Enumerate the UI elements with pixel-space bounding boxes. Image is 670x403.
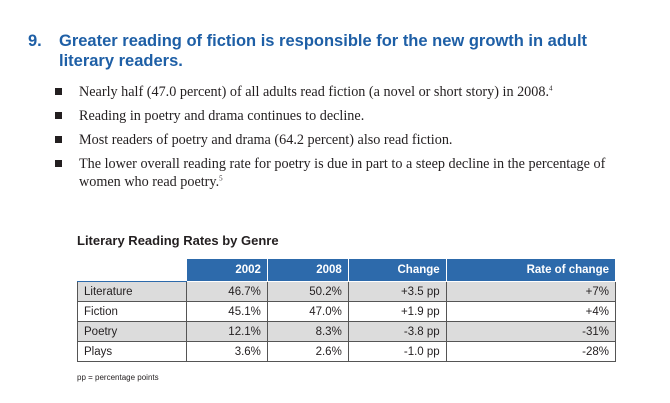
header-2002: 2002 bbox=[186, 258, 268, 282]
bullet-square-icon bbox=[55, 160, 62, 167]
table-row: Literature 46.7% 50.2% +3.5 pp +7% bbox=[77, 281, 617, 302]
bullet-square-icon bbox=[55, 112, 62, 119]
bullet-text: Most readers of poetry and drama (64.2 p… bbox=[79, 132, 453, 148]
table-row: Poetry 12.1% 8.3% -3.8 pp -31% bbox=[77, 321, 617, 342]
bullet-square-icon bbox=[55, 136, 62, 143]
bullet-text: Nearly half (47.0 percent) of all adults… bbox=[79, 84, 550, 100]
table-row: Fiction 45.1% 47.0% +1.9 pp +4% bbox=[77, 301, 617, 322]
bullet-item: Nearly half (47.0 percent) of all adults… bbox=[55, 83, 635, 101]
reading-rates-table: 2002 2008 Change Rate of change Literatu… bbox=[77, 258, 617, 362]
rate-cell: -31% bbox=[445, 321, 617, 342]
header-change: Change bbox=[347, 258, 447, 282]
header-blank bbox=[77, 258, 187, 282]
bullet-text: The lower overall reading rate for poetr… bbox=[79, 156, 606, 190]
bullet-square-icon bbox=[55, 88, 62, 95]
value-2002-cell: 12.1% bbox=[186, 321, 268, 342]
header-2008: 2008 bbox=[266, 258, 349, 282]
bullet-list: Nearly half (47.0 percent) of all adults… bbox=[55, 83, 635, 197]
genre-cell: Literature bbox=[77, 281, 187, 302]
value-2002-cell: 3.6% bbox=[186, 341, 268, 362]
value-2002-cell: 45.1% bbox=[186, 301, 268, 322]
value-2002-cell: 46.7% bbox=[186, 281, 268, 302]
genre-cell: Poetry bbox=[77, 321, 187, 342]
bullet-item: Reading in poetry and drama continues to… bbox=[55, 107, 635, 125]
table-title: Literary Reading Rates by Genre bbox=[77, 233, 279, 248]
change-cell: +1.9 pp bbox=[347, 301, 447, 322]
genre-cell: Plays bbox=[77, 341, 187, 362]
bullet-text: Reading in poetry and drama continues to… bbox=[79, 108, 365, 124]
header-rate-of-change: Rate of change bbox=[445, 258, 617, 282]
value-2008-cell: 8.3% bbox=[266, 321, 349, 342]
bullet-item: The lower overall reading rate for poetr… bbox=[55, 155, 635, 191]
change-cell: +3.5 pp bbox=[347, 281, 447, 302]
rate-cell: -28% bbox=[445, 341, 617, 362]
rate-cell: +4% bbox=[445, 301, 617, 322]
genre-cell: Fiction bbox=[77, 301, 187, 322]
value-2008-cell: 47.0% bbox=[266, 301, 349, 322]
table-row: Plays 3.6% 2.6% -1.0 pp -28% bbox=[77, 341, 617, 362]
table-header-row: 2002 2008 Change Rate of change bbox=[77, 258, 617, 282]
table-footnote: pp = percentage points bbox=[77, 373, 159, 382]
footnote-ref: 5 bbox=[219, 174, 223, 183]
value-2008-cell: 50.2% bbox=[266, 281, 349, 302]
value-2008-cell: 2.6% bbox=[266, 341, 349, 362]
change-cell: -1.0 pp bbox=[347, 341, 447, 362]
change-cell: -3.8 pp bbox=[347, 321, 447, 342]
bullet-item: Most readers of poetry and drama (64.2 p… bbox=[55, 131, 635, 149]
footnote-ref: 4 bbox=[549, 84, 553, 93]
rate-cell: +7% bbox=[445, 281, 617, 302]
section-number: 9. bbox=[28, 32, 42, 50]
section-title: Greater reading of fiction is responsibl… bbox=[59, 32, 588, 70]
